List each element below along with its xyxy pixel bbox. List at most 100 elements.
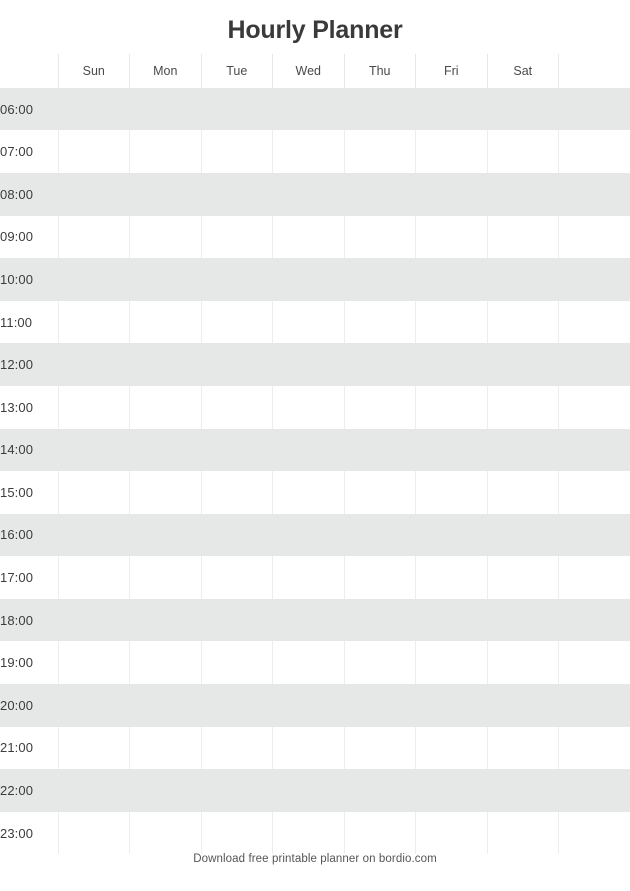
planner-slot[interactable]	[58, 258, 130, 301]
day-header-fri[interactable]: Fri	[415, 53, 488, 88]
planner-slot[interactable]	[272, 130, 345, 173]
planner-slot[interactable]	[344, 598, 416, 642]
planner-slot[interactable]	[201, 130, 273, 173]
planner-slot[interactable]	[272, 300, 345, 344]
planner-slot[interactable]	[415, 513, 487, 557]
planner-slot[interactable]	[201, 769, 273, 812]
planner-slot[interactable]	[415, 556, 488, 599]
planner-slot[interactable]	[272, 684, 344, 727]
planner-slot[interactable]	[201, 513, 273, 557]
day-header-tue[interactable]: Tue	[201, 53, 273, 88]
planner-slot[interactable]	[129, 258, 201, 301]
planner-slot[interactable]	[487, 428, 559, 472]
planner-slot[interactable]	[487, 726, 559, 770]
planner-slot[interactable]	[58, 641, 130, 685]
planner-slot[interactable]	[415, 471, 488, 514]
planner-slot[interactable]	[487, 811, 559, 855]
planner-slot[interactable]	[272, 598, 344, 642]
planner-slot[interactable]	[129, 130, 202, 173]
planner-slot[interactable]	[415, 811, 488, 855]
planner-slot[interactable]	[58, 87, 130, 131]
planner-slot[interactable]	[201, 258, 273, 301]
planner-slot[interactable]	[487, 258, 559, 301]
planner-slot[interactable]	[201, 215, 273, 259]
planner-slot[interactable]	[344, 428, 416, 472]
planner-slot[interactable]	[129, 811, 202, 855]
planner-slot[interactable]	[129, 343, 201, 386]
planner-slot[interactable]	[415, 385, 488, 429]
planner-slot[interactable]	[58, 130, 130, 173]
day-header-mon[interactable]: Mon	[129, 53, 202, 88]
planner-slot[interactable]	[487, 556, 559, 599]
planner-slot[interactable]	[58, 385, 130, 429]
planner-slot[interactable]	[487, 300, 559, 344]
planner-slot[interactable]	[129, 769, 201, 812]
planner-slot[interactable]	[201, 726, 273, 770]
planner-slot[interactable]	[201, 385, 273, 429]
planner-slot[interactable]	[272, 258, 344, 301]
planner-slot[interactable]	[201, 556, 273, 599]
planner-slot[interactable]	[415, 769, 487, 812]
planner-slot[interactable]	[58, 811, 130, 855]
planner-slot[interactable]	[58, 215, 130, 259]
planner-slot[interactable]	[58, 556, 130, 599]
planner-slot[interactable]	[58, 172, 130, 216]
planner-slot[interactable]	[272, 811, 345, 855]
planner-slot[interactable]	[487, 87, 559, 131]
planner-slot[interactable]	[344, 726, 416, 770]
planner-slot[interactable]	[344, 769, 416, 812]
planner-slot[interactable]	[129, 385, 202, 429]
planner-slot[interactable]	[201, 811, 273, 855]
planner-slot[interactable]	[415, 130, 488, 173]
planner-slot[interactable]	[415, 258, 487, 301]
planner-slot[interactable]	[201, 684, 273, 727]
planner-slot[interactable]	[201, 641, 273, 685]
planner-slot[interactable]	[201, 87, 273, 131]
planner-slot[interactable]	[344, 385, 416, 429]
planner-slot[interactable]	[415, 172, 487, 216]
planner-slot[interactable]	[58, 726, 130, 770]
planner-slot[interactable]	[487, 598, 559, 642]
planner-slot[interactable]	[272, 769, 344, 812]
planner-slot[interactable]	[129, 471, 202, 514]
planner-slot[interactable]	[201, 598, 273, 642]
planner-slot[interactable]	[344, 556, 416, 599]
planner-slot[interactable]	[129, 215, 202, 259]
planner-slot[interactable]	[272, 172, 344, 216]
planner-slot[interactable]	[129, 300, 202, 344]
planner-slot[interactable]	[58, 684, 130, 727]
planner-slot[interactable]	[129, 87, 201, 131]
planner-slot[interactable]	[272, 428, 344, 472]
day-header-sat[interactable]: Sat	[487, 53, 559, 88]
planner-slot[interactable]	[272, 641, 345, 685]
planner-slot[interactable]	[129, 684, 201, 727]
planner-slot[interactable]	[201, 300, 273, 344]
planner-slot[interactable]	[344, 684, 416, 727]
planner-slot[interactable]	[58, 769, 130, 812]
planner-slot[interactable]	[129, 428, 201, 472]
planner-slot[interactable]	[129, 641, 202, 685]
planner-slot[interactable]	[272, 87, 344, 131]
planner-slot[interactable]	[129, 598, 201, 642]
planner-slot[interactable]	[272, 726, 345, 770]
planner-slot[interactable]	[272, 385, 345, 429]
day-header-wed[interactable]: Wed	[272, 53, 345, 88]
planner-slot[interactable]	[487, 172, 559, 216]
planner-slot[interactable]	[344, 513, 416, 557]
planner-slot[interactable]	[58, 598, 130, 642]
planner-slot[interactable]	[58, 300, 130, 344]
planner-slot[interactable]	[272, 471, 345, 514]
planner-slot[interactable]	[415, 598, 487, 642]
planner-slot[interactable]	[201, 471, 273, 514]
planner-slot[interactable]	[129, 726, 202, 770]
planner-slot[interactable]	[487, 471, 559, 514]
planner-slot[interactable]	[487, 641, 559, 685]
planner-slot[interactable]	[487, 215, 559, 259]
planner-slot[interactable]	[344, 343, 416, 386]
planner-slot[interactable]	[487, 343, 559, 386]
planner-slot[interactable]	[58, 343, 130, 386]
planner-slot[interactable]	[415, 215, 488, 259]
planner-slot[interactable]	[344, 130, 416, 173]
planner-slot[interactable]	[415, 641, 488, 685]
planner-slot[interactable]	[272, 343, 344, 386]
